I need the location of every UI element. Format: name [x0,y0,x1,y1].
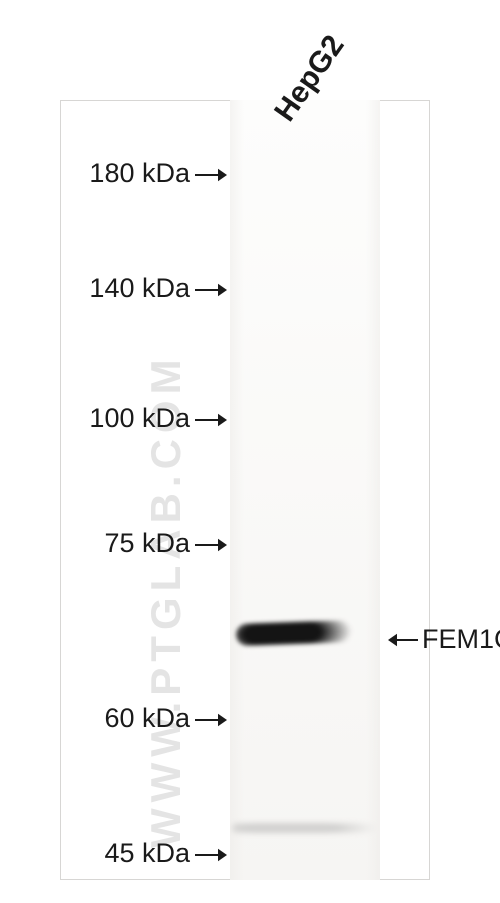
mw-marker-arrow-icon [195,164,227,191]
mw-marker-label: 100 kDa [0,403,190,434]
band-pointer-arrow-icon [388,629,418,656]
mw-marker-label: 75 kDa [0,528,190,559]
mw-marker-label: 60 kDa [0,703,190,734]
faint-band-1 [232,823,378,833]
mw-marker-label: 140 kDa [0,273,190,304]
mw-marker-arrow-icon [195,279,227,306]
mw-marker-label: 45 kDa [0,838,190,869]
mw-marker-arrow-icon [195,409,227,436]
mw-marker-arrow-icon [195,844,227,871]
gel-lane [230,100,380,880]
mw-marker-arrow-icon [195,709,227,736]
mw-marker-label: 180 kDa [0,158,190,189]
mw-marker-arrow-icon [195,534,227,561]
band-label: FEM1C [422,624,500,655]
fem1c-band [236,620,353,646]
